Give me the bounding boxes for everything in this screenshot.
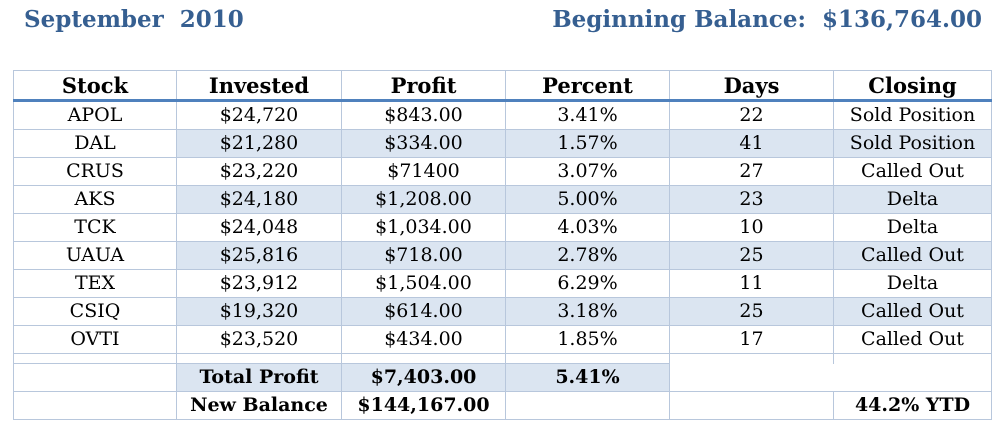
total-percent: 5.41% (505, 363, 670, 392)
ytd-value: 44.2% YTD (833, 391, 992, 420)
table-cell-percent: 3.18% (505, 297, 670, 326)
table-cell-closing: Delta (833, 213, 992, 242)
table-row: OVTI $23,520 $434.00 1.85% 17 Called Out (13, 325, 992, 354)
total-profit-row: Total Profit $7,403.00 5.41% (13, 363, 992, 392)
table-row: DAL $21,280 $334.00 1.57% 41 Sold Position (13, 129, 992, 158)
table-cell-stock: TCK (13, 213, 177, 242)
table-cell-percent: 5.00% (505, 185, 670, 214)
table-cell-invested: $24,720 (176, 100, 342, 130)
table-cell-days: 41 (669, 129, 834, 158)
table-cell-stock: UAUA (13, 241, 177, 270)
empty-cell (669, 391, 834, 420)
table-cell-profit: $843.00 (341, 100, 506, 130)
stock-table: Stock Invested Profit Percent Days Closi… (13, 70, 992, 420)
table-row: UAUA $25,816 $718.00 2.78% 25 Called Out (13, 241, 992, 270)
beginning-balance: Beginning Balance: $136,764.00 (552, 6, 982, 33)
table-cell-invested: $25,816 (176, 241, 342, 270)
table-cell-percent: 3.07% (505, 157, 670, 186)
table-cell-profit: $434.00 (341, 325, 506, 354)
table-cell-percent: 1.85% (505, 325, 670, 354)
table-cell-stock: CSIQ (13, 297, 177, 326)
table-cell-closing: Sold Position (833, 129, 992, 158)
table-cell-invested: $24,048 (176, 213, 342, 242)
table-cell-stock: DAL (13, 129, 177, 158)
new-balance-row: New Balance $144,167.00 44.2% YTD (13, 391, 992, 420)
table-cell-closing: Called Out (833, 325, 992, 354)
empty-cell (505, 391, 670, 420)
table-cell-profit: $71400 (341, 157, 506, 186)
spacer-cell (669, 353, 834, 364)
table-cell-stock: CRUS (13, 157, 177, 186)
table-cell-invested: $19,320 (176, 297, 342, 326)
column-header-stock: Stock (13, 70, 177, 102)
spacer-cell (13, 353, 177, 364)
table-cell-stock: TEX (13, 269, 177, 298)
table-cell-invested: $23,220 (176, 157, 342, 186)
table-cell-stock: OVTI (13, 325, 177, 354)
column-header-invested: Invested (176, 70, 342, 102)
column-header-closing: Closing (833, 70, 992, 102)
empty-cell (833, 363, 992, 392)
table-cell-days: 17 (669, 325, 834, 354)
column-header-profit: Profit (341, 70, 506, 102)
spacer-cell (833, 353, 992, 364)
table-cell-percent: 1.57% (505, 129, 670, 158)
table-cell-days: 25 (669, 297, 834, 326)
spacer-row (13, 353, 992, 364)
table-cell-percent: 2.78% (505, 241, 670, 270)
table-cell-closing: Called Out (833, 297, 992, 326)
empty-cell (13, 363, 177, 392)
table-row: TEX $23,912 $1,504.00 6.29% 11 Delta (13, 269, 992, 298)
column-header-percent: Percent (505, 70, 670, 102)
table-cell-closing: Called Out (833, 241, 992, 270)
table-cell-days: 27 (669, 157, 834, 186)
table-row: CRUS $23,220 $71400 3.07% 27 Called Out (13, 157, 992, 186)
new-balance-value: $144,167.00 (341, 391, 506, 420)
table-cell-days: 11 (669, 269, 834, 298)
spacer-cell (341, 353, 506, 364)
empty-cell (13, 391, 177, 420)
table-cell-stock: APOL (13, 100, 177, 130)
total-profit-label: Total Profit (176, 363, 342, 392)
table-cell-profit: $334.00 (341, 129, 506, 158)
table-cell-closing: Called Out (833, 157, 992, 186)
table-cell-profit: $718.00 (341, 241, 506, 270)
table-cell-invested: $23,912 (176, 269, 342, 298)
new-balance-label: New Balance (176, 391, 342, 420)
table-cell-closing: Delta (833, 185, 992, 214)
table-cell-days: 22 (669, 100, 834, 130)
table-cell-profit: $614.00 (341, 297, 506, 326)
table-cell-percent: 6.29% (505, 269, 670, 298)
table-cell-days: 25 (669, 241, 834, 270)
table-header-row: Stock Invested Profit Percent Days Closi… (13, 70, 992, 102)
table-row: APOL $24,720 $843.00 3.41% 22 Sold Position (13, 100, 992, 130)
table-cell-invested: $21,280 (176, 129, 342, 158)
table-cell-profit: $1,504.00 (341, 269, 506, 298)
table-cell-invested: $23,520 (176, 325, 342, 354)
table-cell-invested: $24,180 (176, 185, 342, 214)
table-row: TCK $24,048 $1,034.00 4.03% 10 Delta (13, 213, 992, 242)
total-profit-value: $7,403.00 (341, 363, 506, 392)
table-cell-stock: AKS (13, 185, 177, 214)
table-cell-days: 23 (669, 185, 834, 214)
table-cell-days: 10 (669, 213, 834, 242)
table-row: AKS $24,180 $1,208.00 5.00% 23 Delta (13, 185, 992, 214)
table-cell-profit: $1,034.00 (341, 213, 506, 242)
table-cell-closing: Sold Position (833, 100, 992, 130)
spacer-cell (176, 353, 342, 364)
table-cell-profit: $1,208.00 (341, 185, 506, 214)
column-header-days: Days (669, 70, 834, 102)
table-cell-percent: 4.03% (505, 213, 670, 242)
table-row: CSIQ $19,320 $614.00 3.18% 25 Called Out (13, 297, 992, 326)
spacer-cell (505, 353, 670, 364)
table-cell-percent: 3.41% (505, 100, 670, 130)
table-cell-closing: Delta (833, 269, 992, 298)
empty-cell (669, 363, 834, 392)
month-title: September 2010 (24, 6, 244, 33)
